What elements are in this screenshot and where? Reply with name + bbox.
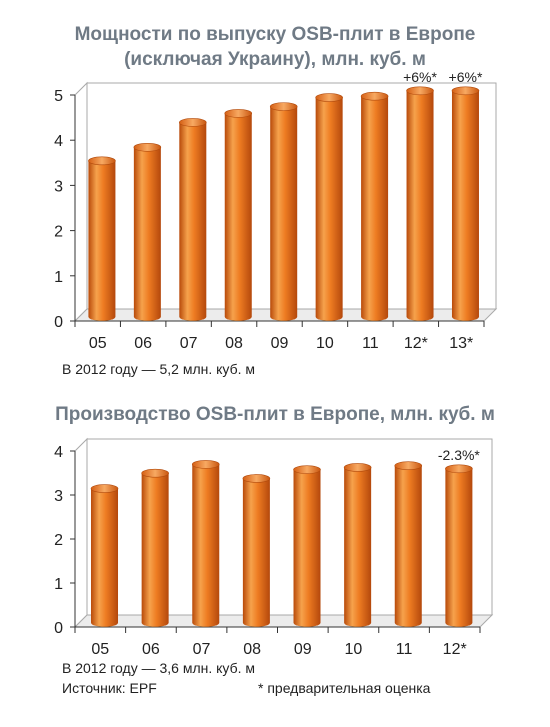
chart1-bar — [133, 147, 161, 321]
chart1-bar-top — [88, 156, 116, 166]
chart2-bar — [445, 468, 473, 627]
chart1-bar-top — [224, 109, 253, 118]
chart1-bar-top — [179, 118, 207, 127]
chart2-title: Производство OSB-плит в Европе, млн. куб… — [55, 404, 495, 425]
chart1-bar — [224, 113, 252, 321]
chart2-annotation: -2.3%* — [438, 447, 481, 463]
chart1-bar-top — [360, 91, 389, 101]
chart2-y-tick-label: 3 — [54, 488, 63, 505]
chart1-bar-top — [406, 86, 434, 96]
chart1-x-tick-label: 12* — [404, 335, 428, 352]
chart2-y-tick-label: 0 — [54, 620, 63, 637]
chart2-bar-top — [191, 460, 220, 469]
chart1-y-tick-label: 0 — [54, 314, 63, 331]
chart1-bar — [406, 90, 434, 321]
chart1-bar — [270, 106, 298, 321]
chart1-x-tick-label: 05 — [89, 335, 107, 352]
chart1-bar — [315, 97, 343, 321]
chart1-y-tick-label: 2 — [54, 224, 63, 241]
chart1-bar-top — [315, 93, 343, 102]
chart1-x-tick-label: 07 — [180, 335, 198, 352]
chart1-bar — [179, 122, 207, 321]
chart2-floor — [73, 614, 494, 628]
chart1-x-tick-label: 13* — [449, 335, 473, 352]
chart1-bar — [451, 90, 479, 321]
asterisk-note: * предварительная оценка — [258, 680, 431, 696]
chart2-bar-top — [445, 464, 473, 474]
chart2-bar-top — [242, 474, 271, 483]
chart2-x-tick-label: 07 — [193, 641, 211, 658]
chart2-x-tick-label: 08 — [243, 641, 261, 658]
chart2-y-tick-label: 2 — [54, 532, 63, 549]
chart2-bar — [394, 465, 422, 627]
chart2-bar-top — [343, 463, 372, 472]
chart1-title-line2: (исключая Украину), млн. куб. м — [124, 49, 426, 70]
chart2-x-tick-label: 05 — [91, 641, 109, 658]
chart2-bar-top — [293, 465, 321, 474]
chart2-bar-top — [90, 484, 119, 493]
chart1-x-tick-label: 10 — [316, 335, 334, 352]
chart1-bar — [361, 96, 389, 321]
chart2-y-tick-label: 1 — [54, 576, 63, 593]
chart1-y-tick-label: 5 — [54, 88, 63, 105]
chart2-bar — [91, 488, 119, 627]
chart1-bar-top — [451, 86, 480, 96]
chart1-x-tick-label: 09 — [271, 335, 289, 352]
chart1-x-tick-label: 08 — [225, 335, 243, 352]
chart1-title-line1: Мощности по выпуску OSB-плит в Европе — [74, 24, 476, 45]
chart1-annotation: +6%* — [449, 69, 483, 85]
chart1-x-tick-label: 11 — [362, 335, 379, 352]
chart2-y-tick-label: 4 — [54, 444, 63, 461]
chart1-y-tick-label: 1 — [54, 269, 63, 286]
chart2-footnote: В 2012 году — 3,6 млн. куб. м — [62, 660, 256, 676]
chart2-x-tick-label: 06 — [142, 641, 160, 658]
chart2-bar — [192, 464, 220, 627]
chart1-annotation: +6%* — [403, 69, 437, 85]
chart1-bar-top — [133, 143, 162, 152]
chart1-y-tick-label: 3 — [54, 178, 63, 195]
chart2-bar — [344, 467, 372, 627]
chart1-bar — [88, 160, 116, 321]
chart2-bar — [293, 469, 321, 627]
chart2-bar — [242, 478, 270, 627]
chart1-x-tick-label: 06 — [134, 335, 152, 352]
chart2-x-tick-label: 09 — [294, 641, 312, 658]
chart2-x-tick-label: 12* — [443, 641, 467, 658]
chart1-footnote: В 2012 году — 5,2 млн. куб. м — [62, 361, 256, 377]
chart2-bar — [141, 473, 169, 627]
chart2-x-tick-label: 11 — [396, 641, 413, 658]
chart2-bar-top — [394, 461, 423, 471]
chart2-side-wall — [74, 437, 88, 629]
chart1-y-tick-label: 4 — [54, 133, 63, 150]
source-note: Источник: EPF — [62, 680, 157, 696]
chart1-side-wall — [74, 81, 88, 323]
chart2-x-tick-label: 10 — [345, 641, 363, 658]
chart1-bar-top — [269, 102, 298, 111]
chart2-bar-top — [141, 468, 169, 478]
